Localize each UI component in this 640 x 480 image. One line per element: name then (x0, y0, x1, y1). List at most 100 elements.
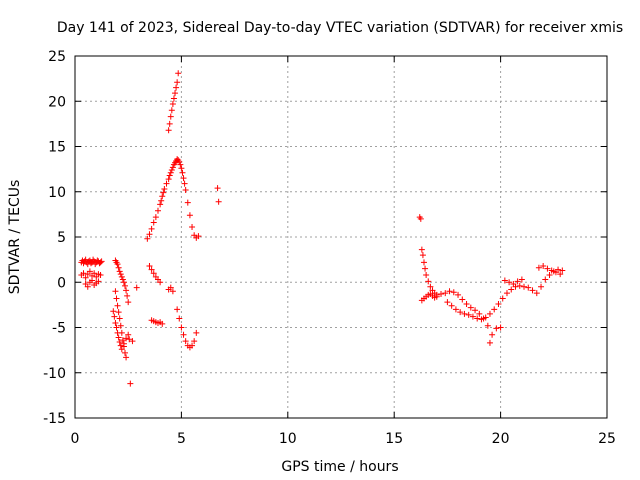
data-point (112, 319, 119, 326)
data-point (169, 100, 176, 107)
y-tick-label: 5 (57, 230, 66, 246)
data-point (427, 283, 434, 290)
data-point (91, 270, 98, 277)
data-point (533, 290, 540, 297)
data-point (133, 284, 140, 291)
data-point (544, 265, 551, 272)
data-point (80, 270, 87, 277)
data-point (113, 324, 120, 331)
data-point (82, 256, 89, 263)
x-tick-label: 20 (492, 431, 510, 447)
data-point (508, 286, 515, 293)
data-point (123, 287, 130, 294)
data-point (425, 278, 432, 285)
y-tick-label: 20 (48, 94, 66, 110)
series-segment-f (416, 214, 504, 346)
y-tick-label: -15 (43, 411, 66, 427)
data-point (114, 261, 121, 268)
y-tick-label: -10 (43, 366, 66, 382)
data-point (552, 269, 559, 276)
data-point (489, 331, 496, 338)
data-point (118, 273, 125, 280)
data-point (169, 288, 176, 295)
data-point (444, 299, 451, 306)
data-point (115, 334, 122, 341)
x-axis-label: GPS time / hours (281, 459, 398, 475)
data-point (501, 277, 508, 284)
data-point (422, 265, 429, 272)
data-point (82, 274, 89, 281)
data-point (98, 258, 105, 265)
data-point (476, 310, 483, 317)
data-point (419, 252, 426, 259)
data-point (122, 349, 129, 356)
data-point (484, 322, 491, 329)
data-point (125, 299, 132, 306)
data-point (180, 175, 187, 182)
data-point (174, 79, 181, 86)
data-point (97, 259, 104, 266)
data-point (144, 235, 151, 242)
data-point (146, 262, 153, 269)
series-segment-g (444, 262, 566, 323)
data-point (461, 310, 468, 317)
data-point (503, 290, 510, 297)
data-point (163, 180, 170, 187)
data-point (170, 95, 177, 102)
data-point (506, 279, 513, 286)
chart-title: Day 141 of 2023, Sidereal Day-to-day VTE… (57, 20, 623, 36)
data-point (525, 284, 532, 291)
data-point (97, 272, 104, 279)
plot-frame (74, 55, 608, 419)
data-point (120, 340, 127, 347)
data-point (181, 180, 188, 187)
grid-lines (75, 56, 607, 418)
data-point (112, 288, 119, 295)
data-point (123, 335, 130, 342)
data-point (189, 224, 196, 231)
data-point (493, 325, 500, 332)
data-point (472, 307, 479, 314)
x-tick-label: 5 (177, 431, 186, 447)
data-point (114, 329, 121, 336)
data-point (186, 212, 193, 219)
data-point (117, 271, 124, 278)
y-tick-label: 25 (48, 49, 66, 65)
data-point (529, 287, 536, 294)
series-segment-a (78, 256, 105, 290)
data-point (438, 291, 445, 298)
data-point (417, 215, 424, 222)
data-point (146, 231, 153, 238)
data-point (469, 313, 476, 320)
data-point (459, 296, 466, 303)
data-point (179, 169, 186, 176)
data-point (127, 380, 134, 387)
data-point (514, 278, 521, 285)
data-point (115, 309, 122, 316)
y-tick-label: 0 (57, 275, 66, 291)
data-point (420, 259, 427, 266)
data-point (442, 290, 449, 297)
data-point (86, 268, 93, 275)
data-point (538, 283, 545, 290)
data-point (478, 316, 485, 323)
data-point (126, 336, 133, 343)
data-point (433, 293, 440, 300)
data-point (166, 172, 173, 179)
series-segment-e (146, 262, 200, 351)
y-axis-label: SDTVAR / TECUs (7, 180, 23, 295)
data-point (195, 233, 202, 240)
series-segment-c (144, 156, 222, 242)
data-point (176, 315, 183, 322)
data-point (474, 315, 481, 322)
data-point (450, 289, 457, 296)
data-point (180, 331, 187, 338)
data-point (535, 264, 542, 271)
data-point (482, 314, 489, 321)
series-segment-b (110, 257, 140, 387)
data-point (116, 315, 123, 322)
data-point (84, 261, 91, 268)
data-point (457, 309, 464, 316)
